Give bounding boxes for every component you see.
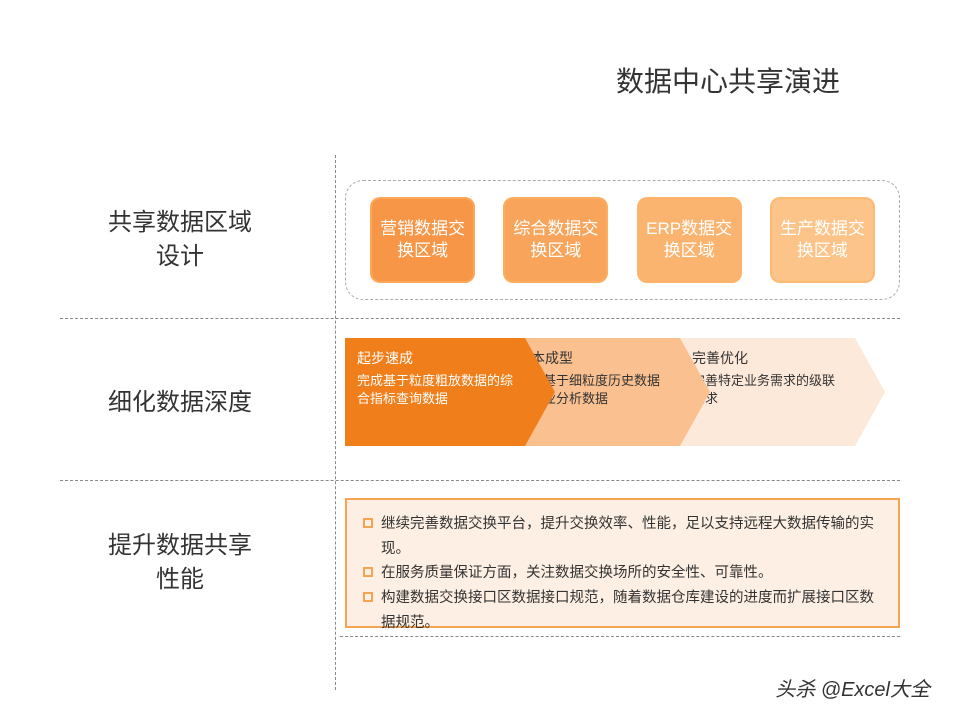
bullet-marker-icon (363, 518, 373, 528)
performance-bullets: 继续完善数据交换平台，提升交换效率、性能，足以支持远程大数据传输的实现。在服务质… (345, 498, 900, 628)
arrow-head-0 (525, 338, 555, 446)
data-region-box-3: 生产数据交换区域 (770, 197, 875, 283)
bullet-marker-icon (363, 567, 373, 577)
horizontal-divider-3 (340, 636, 900, 637)
bullet-item-0: 继续完善数据交换平台，提升交换效率、性能，足以支持远程大数据传输的实现。 (363, 512, 882, 561)
horizontal-divider-1 (60, 318, 900, 319)
data-region-box-1: 综合数据交换区域 (503, 197, 608, 283)
watermark: 头杀 @Excel大全 (775, 673, 930, 702)
section-data-depth: 细化数据深度 完善优化完善特定业务需求的级联要求基本成型完成基于细粒度历史数据的… (60, 338, 900, 468)
data-region-boxes: 营销数据交换区域综合数据交换区域 ERP数据交换区域生产数据交换区域 (345, 180, 900, 300)
section1-label: 共享数据区域设计 (60, 180, 320, 300)
arrow-title-0: 起步速成 (357, 348, 513, 368)
data-region-box-2: ERP数据交换区域 (637, 197, 742, 283)
page-title: 数据中心共享演进 (616, 60, 840, 100)
horizontal-divider-2 (60, 480, 900, 481)
section2-label: 细化数据深度 (60, 338, 320, 468)
section3-label: 提升数据共享性能 (60, 498, 320, 628)
process-arrow-2: 完善优化完善特定业务需求的级联要求 (680, 338, 885, 446)
arrow-title-2: 完善优化 (692, 348, 843, 368)
process-arrow-0: 起步速成完成基于粒度粗放数据的综合指标查询数据 (345, 338, 555, 446)
bullet-text-1: 在服务质量保证方面，关注数据交换场所的安全性、可靠性。 (381, 561, 773, 586)
arrow-text-2: 完善特定业务需求的级联要求 (692, 372, 843, 408)
bullet-item-1: 在服务质量保证方面，关注数据交换场所的安全性、可靠性。 (363, 561, 882, 586)
section-shared-data-design: 共享数据区域设计 营销数据交换区域综合数据交换区域 ERP数据交换区域生产数据交换… (60, 180, 900, 300)
arrow-text-0: 完成基于粒度粗放数据的综合指标查询数据 (357, 372, 513, 408)
bullet-item-2: 构建数据交换接口区数据接口规范，随着数据仓库建设的进度而扩展接口区数据规范。 (363, 586, 882, 635)
bullet-text-2: 构建数据交换接口区数据接口规范，随着数据仓库建设的进度而扩展接口区数据规范。 (381, 586, 882, 635)
bullet-text-0: 继续完善数据交换平台，提升交换效率、性能，足以支持远程大数据传输的实现。 (381, 512, 882, 561)
section-performance: 提升数据共享性能 继续完善数据交换平台，提升交换效率、性能，足以支持远程大数据传… (60, 498, 900, 628)
data-region-box-0: 营销数据交换区域 (370, 197, 475, 283)
bullet-marker-icon (363, 592, 373, 602)
arrow-head-2 (855, 338, 885, 446)
process-arrows: 完善优化完善特定业务需求的级联要求基本成型完成基于细粒度历史数据的专业分析数据起… (345, 338, 900, 468)
arrow-head-1 (680, 338, 710, 446)
